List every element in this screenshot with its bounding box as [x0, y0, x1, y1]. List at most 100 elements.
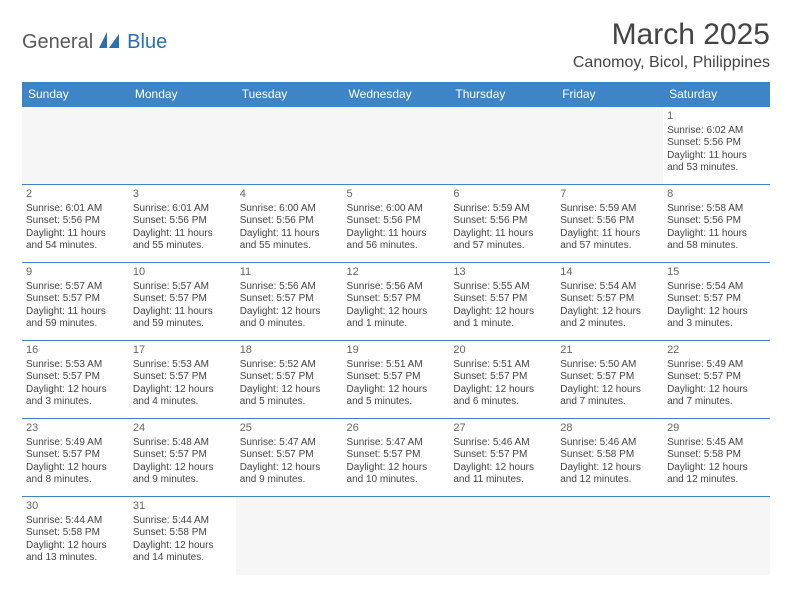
daylight-line: Daylight: 11 hours and 57 minutes.: [453, 228, 552, 253]
calendar-cell: 29Sunrise: 5:45 AMSunset: 5:58 PMDayligh…: [663, 419, 770, 497]
calendar-cell: [556, 497, 663, 575]
daylight-line: Daylight: 11 hours and 55 minutes.: [133, 228, 232, 253]
sunset-line: Sunset: 5:57 PM: [560, 371, 659, 384]
sunrise-line: Sunrise: 5:57 AM: [133, 281, 232, 294]
day-number: 31: [133, 500, 232, 514]
day-number: 4: [240, 188, 339, 202]
day-header: Wednesday: [343, 82, 450, 107]
sunrise-line: Sunrise: 5:51 AM: [453, 359, 552, 372]
daylight-line: Daylight: 11 hours and 54 minutes.: [26, 228, 125, 253]
logo-text-general: General: [22, 31, 93, 54]
sunrise-line: Sunrise: 5:44 AM: [133, 515, 232, 528]
daylight-line: Daylight: 12 hours and 14 minutes.: [133, 540, 232, 565]
daylight-line: Daylight: 12 hours and 12 minutes.: [560, 462, 659, 487]
calendar-cell: [236, 497, 343, 575]
calendar-cell: [236, 107, 343, 185]
day-header: Thursday: [449, 82, 556, 107]
calendar-cell: 28Sunrise: 5:46 AMSunset: 5:58 PMDayligh…: [556, 419, 663, 497]
sunrise-line: Sunrise: 6:00 AM: [347, 203, 446, 216]
calendar-cell: 8Sunrise: 5:58 AMSunset: 5:56 PMDaylight…: [663, 185, 770, 263]
calendar-header-row: SundayMondayTuesdayWednesdayThursdayFrid…: [22, 82, 770, 107]
sunset-line: Sunset: 5:58 PM: [26, 527, 125, 540]
calendar-cell: [663, 497, 770, 575]
daylight-line: Daylight: 11 hours and 53 minutes.: [667, 150, 766, 175]
calendar-cell: 20Sunrise: 5:51 AMSunset: 5:57 PMDayligh…: [449, 341, 556, 419]
day-number: 3: [133, 188, 232, 202]
daylight-line: Daylight: 12 hours and 10 minutes.: [347, 462, 446, 487]
sunset-line: Sunset: 5:57 PM: [347, 293, 446, 306]
calendar-cell: [449, 497, 556, 575]
sunrise-line: Sunrise: 5:59 AM: [560, 203, 659, 216]
daylight-line: Daylight: 12 hours and 13 minutes.: [26, 540, 125, 565]
sunset-line: Sunset: 5:57 PM: [453, 449, 552, 462]
calendar-cell: 23Sunrise: 5:49 AMSunset: 5:57 PMDayligh…: [22, 419, 129, 497]
sunrise-line: Sunrise: 5:46 AM: [560, 437, 659, 450]
day-number: 15: [667, 266, 766, 280]
sunset-line: Sunset: 5:57 PM: [453, 293, 552, 306]
daylight-line: Daylight: 12 hours and 3 minutes.: [667, 306, 766, 331]
calendar-cell: 31Sunrise: 5:44 AMSunset: 5:58 PMDayligh…: [129, 497, 236, 575]
day-header: Saturday: [663, 82, 770, 107]
day-number: 12: [347, 266, 446, 280]
sunrise-line: Sunrise: 5:53 AM: [133, 359, 232, 372]
sunrise-line: Sunrise: 5:50 AM: [560, 359, 659, 372]
calendar-cell: 1Sunrise: 6:02 AMSunset: 5:56 PMDaylight…: [663, 107, 770, 185]
day-number: 9: [26, 266, 125, 280]
sunset-line: Sunset: 5:57 PM: [133, 371, 232, 384]
day-number: 23: [26, 422, 125, 436]
day-number: 18: [240, 344, 339, 358]
calendar-cell: 13Sunrise: 5:55 AMSunset: 5:57 PMDayligh…: [449, 263, 556, 341]
day-number: 20: [453, 344, 552, 358]
daylight-line: Daylight: 12 hours and 11 minutes.: [453, 462, 552, 487]
daylight-line: Daylight: 12 hours and 5 minutes.: [240, 384, 339, 409]
calendar-cell: 16Sunrise: 5:53 AMSunset: 5:57 PMDayligh…: [22, 341, 129, 419]
daylight-line: Daylight: 12 hours and 8 minutes.: [26, 462, 125, 487]
logo: General Blue: [22, 30, 167, 55]
sunset-line: Sunset: 5:57 PM: [133, 449, 232, 462]
calendar-cell: 3Sunrise: 6:01 AMSunset: 5:56 PMDaylight…: [129, 185, 236, 263]
day-number: 13: [453, 266, 552, 280]
sunset-line: Sunset: 5:57 PM: [667, 293, 766, 306]
calendar-cell: 14Sunrise: 5:54 AMSunset: 5:57 PMDayligh…: [556, 263, 663, 341]
calendar-cell: 4Sunrise: 6:00 AMSunset: 5:56 PMDaylight…: [236, 185, 343, 263]
sunset-line: Sunset: 5:57 PM: [347, 371, 446, 384]
day-number: 22: [667, 344, 766, 358]
day-number: 26: [347, 422, 446, 436]
daylight-line: Daylight: 12 hours and 7 minutes.: [560, 384, 659, 409]
day-number: 11: [240, 266, 339, 280]
sunrise-line: Sunrise: 6:01 AM: [26, 203, 125, 216]
sunset-line: Sunset: 5:57 PM: [26, 371, 125, 384]
day-number: 29: [667, 422, 766, 436]
calendar-cell: 21Sunrise: 5:50 AMSunset: 5:57 PMDayligh…: [556, 341, 663, 419]
calendar-cell: 17Sunrise: 5:53 AMSunset: 5:57 PMDayligh…: [129, 341, 236, 419]
day-number: 19: [347, 344, 446, 358]
calendar-week-row: 2Sunrise: 6:01 AMSunset: 5:56 PMDaylight…: [22, 185, 770, 263]
daylight-line: Daylight: 12 hours and 9 minutes.: [240, 462, 339, 487]
calendar-table: SundayMondayTuesdayWednesdayThursdayFrid…: [22, 82, 770, 575]
sunset-line: Sunset: 5:56 PM: [560, 215, 659, 228]
calendar-cell: 26Sunrise: 5:47 AMSunset: 5:57 PMDayligh…: [343, 419, 450, 497]
day-header: Monday: [129, 82, 236, 107]
sunrise-line: Sunrise: 6:02 AM: [667, 125, 766, 138]
sunset-line: Sunset: 5:56 PM: [667, 215, 766, 228]
calendar-cell: 30Sunrise: 5:44 AMSunset: 5:58 PMDayligh…: [22, 497, 129, 575]
calendar-cell: [343, 107, 450, 185]
daylight-line: Daylight: 11 hours and 59 minutes.: [26, 306, 125, 331]
sunrise-line: Sunrise: 5:49 AM: [667, 359, 766, 372]
calendar-cell: 6Sunrise: 5:59 AMSunset: 5:56 PMDaylight…: [449, 185, 556, 263]
calendar-week-row: 16Sunrise: 5:53 AMSunset: 5:57 PMDayligh…: [22, 341, 770, 419]
sunset-line: Sunset: 5:56 PM: [133, 215, 232, 228]
calendar-cell: 9Sunrise: 5:57 AMSunset: 5:57 PMDaylight…: [22, 263, 129, 341]
sunrise-line: Sunrise: 5:57 AM: [26, 281, 125, 294]
day-number: 6: [453, 188, 552, 202]
calendar-cell: [22, 107, 129, 185]
sunset-line: Sunset: 5:56 PM: [26, 215, 125, 228]
daylight-line: Daylight: 12 hours and 2 minutes.: [560, 306, 659, 331]
calendar-cell: 18Sunrise: 5:52 AMSunset: 5:57 PMDayligh…: [236, 341, 343, 419]
sunrise-line: Sunrise: 5:46 AM: [453, 437, 552, 450]
day-header: Tuesday: [236, 82, 343, 107]
daylight-line: Daylight: 12 hours and 5 minutes.: [347, 384, 446, 409]
daylight-line: Daylight: 12 hours and 0 minutes.: [240, 306, 339, 331]
daylight-line: Daylight: 11 hours and 58 minutes.: [667, 228, 766, 253]
calendar-week-row: 23Sunrise: 5:49 AMSunset: 5:57 PMDayligh…: [22, 419, 770, 497]
